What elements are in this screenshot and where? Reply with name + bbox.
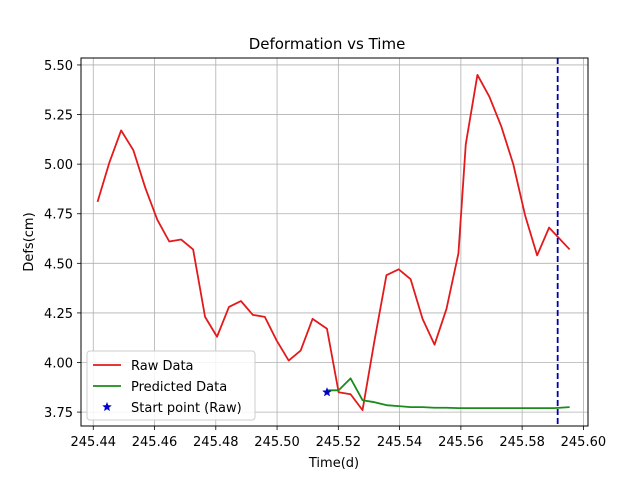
x-tick-label: 245.54 (377, 435, 423, 450)
x-tick-label: 245.46 (132, 435, 178, 450)
series-line-raw-data (96, 73, 571, 412)
y-axis-title: Defs(cm) (22, 212, 37, 271)
x-tick-label: 245.50 (254, 435, 300, 450)
y-tick-label: 4.75 (44, 208, 73, 223)
y-tick-label: 5.00 (44, 158, 73, 173)
x-tick-label: 245.58 (499, 435, 545, 450)
grid (81, 58, 588, 426)
y-tick-label: 5.25 (44, 109, 73, 124)
y-tick-label: 4.25 (44, 307, 73, 322)
y-tick-label: 4.50 (44, 257, 73, 272)
x-tick-label: 245.56 (438, 435, 484, 450)
legend-label-start-point: Start point (Raw) (131, 401, 242, 416)
start-point-marker (322, 387, 332, 397)
legend-swatch-start-point (102, 401, 112, 412)
legend: Raw Data Predicted Data Start point (Raw… (86, 350, 256, 421)
y-tick-label: 5.50 (44, 59, 73, 74)
x-tick-label: 245.44 (71, 435, 117, 450)
y-tick-label: 4.00 (44, 357, 73, 372)
legend-star-icon (102, 401, 112, 412)
series-line-predicted-data (326, 377, 570, 410)
legend-label-predicted-data: Predicted Data (131, 380, 227, 395)
y-tick-label: 3.75 (44, 406, 73, 421)
x-tick-label: 245.48 (193, 435, 239, 450)
legend-frame (86, 350, 256, 421)
x-tick-label: 245.60 (561, 435, 607, 450)
legend-label-raw-data: Raw Data (131, 359, 194, 374)
plot-frame (80, 57, 589, 427)
axis-ticks: 245.44 245.46 245.48 245.50 245.52 245.54 245.… (44, 59, 606, 450)
series-layer (96, 58, 571, 426)
x-tick-label: 245.52 (316, 435, 362, 450)
chart-title: Deformation vs Time (249, 35, 406, 53)
x-axis-title: Time(d) (308, 456, 359, 471)
